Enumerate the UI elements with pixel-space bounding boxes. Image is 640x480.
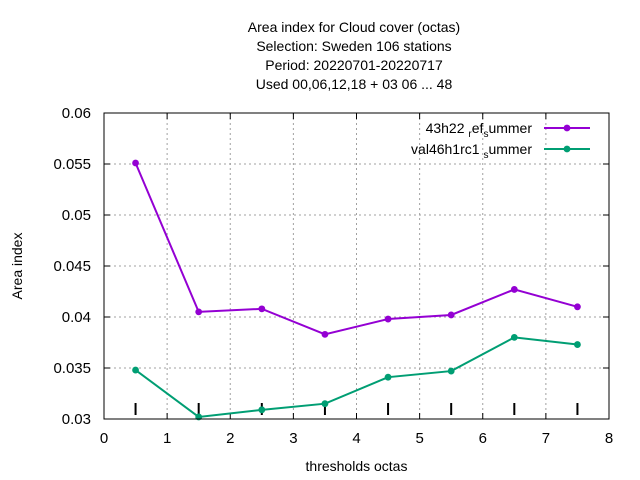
title-line: Used 00,06,12,18 + 03 06 ... 48 [256, 76, 453, 92]
data-point-1 [258, 305, 266, 313]
x-tick-label: 1 [163, 430, 171, 447]
legend-text-part: val46h1rc1 [411, 141, 483, 157]
y-tick-label: 0.035 [53, 360, 91, 377]
data-point-1 [447, 311, 455, 319]
legend-text-part: ef [472, 120, 484, 136]
x-tick-label: 0 [100, 430, 108, 447]
title-line: Area index for Cloud cover (octas) [248, 19, 460, 35]
chart-title: Area index for Cloud cover (octas) Select… [248, 19, 460, 92]
data-point-1 [195, 308, 203, 316]
x-tick-label: 3 [289, 430, 297, 447]
series [132, 159, 581, 421]
x-axis-label: thresholds octas [306, 458, 408, 474]
legend-text-part: s [483, 150, 488, 161]
data-point-1 [574, 303, 581, 311]
legend-label-2: val46h1rc1 summer [411, 141, 532, 161]
legend-text-part: ummer [488, 141, 532, 157]
y-tick-label: 0.045 [53, 258, 91, 275]
legend-label-1: 43h22 refsummer [426, 120, 533, 140]
y-tick-label: 0.04 [62, 309, 91, 326]
data-point-2 [132, 366, 139, 374]
x-tick-label: 8 [605, 430, 613, 447]
data-point-2 [384, 373, 392, 381]
x-tick-label: 6 [479, 430, 487, 447]
legend-text-part: r [468, 129, 472, 140]
x-tick-labels: 0 1 2 3 4 5 6 7 8 [100, 430, 613, 447]
x-tick-label: 7 [542, 430, 550, 447]
data-point-2 [510, 334, 518, 341]
data-point-1 [384, 315, 392, 323]
legend-marker-2 [563, 145, 571, 153]
title-line: Selection: Sweden 106 stations [256, 38, 451, 54]
data-point-2 [258, 406, 266, 414]
legend-text-part: s [483, 129, 488, 140]
series-line-2 [134, 336, 578, 418]
y-tick-label: 0.055 [53, 156, 91, 173]
data-point-1 [510, 286, 518, 293]
legend-text-part: ummer [488, 120, 532, 136]
legend-marker-1 [563, 124, 571, 132]
data-point-1 [132, 159, 139, 167]
grid [104, 113, 609, 419]
series-line-1 [134, 162, 578, 336]
x-tick-label: 5 [415, 430, 423, 447]
y-tick-label: 0.03 [62, 411, 91, 428]
y-tick-labels: 0.03 0.035 0.04 0.045 0.05 0.055 0.06 [53, 105, 91, 428]
y-tick-label: 0.05 [62, 207, 91, 224]
x-tick-label: 2 [226, 430, 234, 447]
y-axis-label: Area index [9, 233, 25, 300]
title-line: Period: 20220701-20220717 [265, 57, 443, 73]
data-point-2 [447, 367, 455, 375]
data-point-1 [321, 330, 329, 338]
y-tick-label: 0.06 [62, 105, 91, 122]
legend-text-part: 43h22 [426, 120, 469, 136]
data-point-2 [321, 400, 329, 408]
plot-border [103, 112, 610, 420]
x-tick-label: 4 [352, 430, 360, 447]
data-point-2 [574, 341, 581, 348]
